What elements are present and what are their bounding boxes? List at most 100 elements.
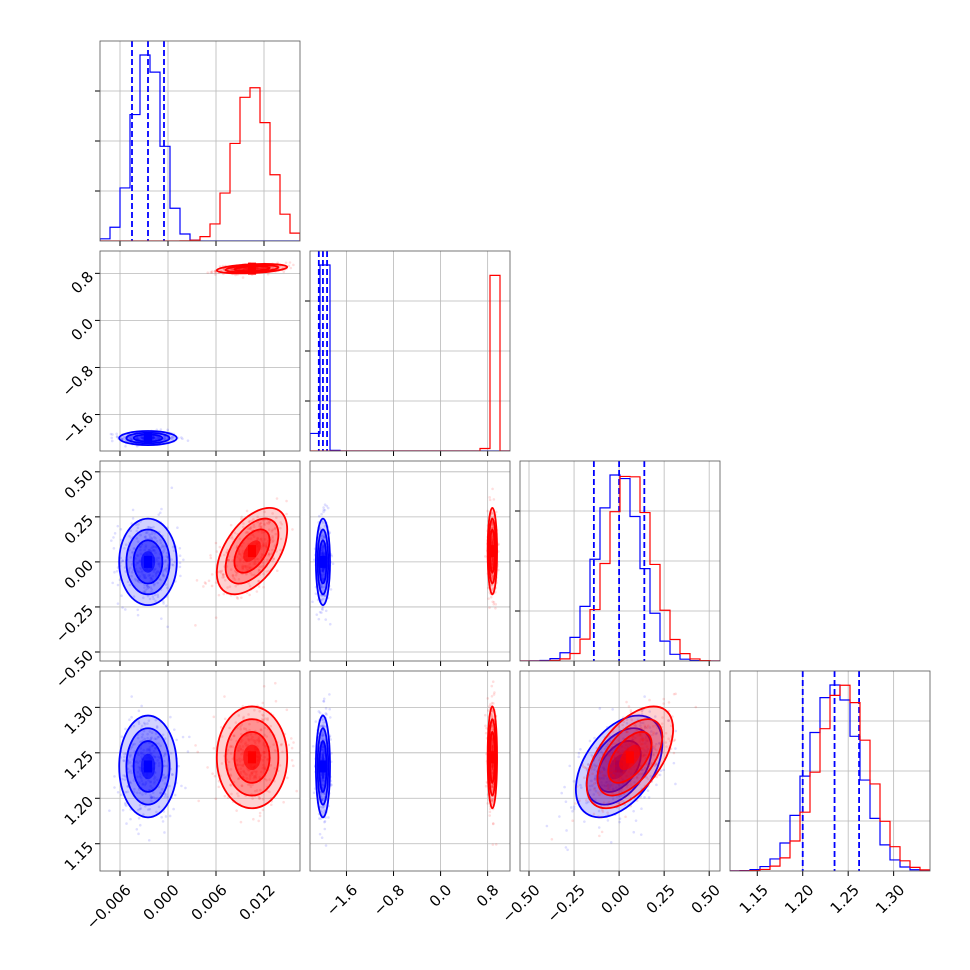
sample-point	[254, 776, 258, 780]
sample-point	[646, 777, 650, 781]
sample-point	[171, 545, 175, 549]
gridlines	[310, 671, 510, 871]
sample-point	[629, 783, 633, 786]
sample-point	[265, 545, 268, 549]
sample-point	[153, 582, 156, 586]
sample-point	[138, 767, 142, 770]
sample-point	[258, 814, 262, 818]
sample-point	[317, 617, 321, 621]
sample-point	[646, 763, 650, 767]
sample-point	[259, 525, 263, 529]
sample-point	[203, 581, 207, 584]
sample-point	[163, 782, 167, 785]
sample-point	[108, 809, 111, 812]
sample-point	[144, 782, 148, 786]
sample-point	[207, 579, 211, 583]
sample-point	[263, 777, 267, 781]
sample-point	[625, 774, 629, 777]
sample-point	[272, 557, 275, 561]
sample-point	[231, 573, 235, 577]
sample-point	[608, 788, 612, 792]
sample-point	[129, 436, 132, 439]
sample-point	[151, 545, 155, 548]
sample-point	[490, 512, 494, 515]
sample-point	[246, 565, 250, 568]
sample-point	[613, 778, 616, 781]
sample-point	[242, 525, 245, 529]
sample-point	[156, 562, 160, 565]
sample-point	[237, 749, 241, 753]
sample-point	[490, 800, 494, 803]
sample-point	[151, 548, 155, 552]
sample-point	[632, 809, 635, 813]
sample-point	[630, 741, 633, 744]
sample-point	[138, 559, 142, 562]
density-peak-blue	[144, 432, 152, 445]
sample-point	[113, 775, 116, 778]
sample-point	[263, 767, 267, 770]
sample-point	[612, 775, 616, 779]
sample-point	[323, 820, 327, 823]
sample-point	[148, 597, 152, 601]
sample-point	[153, 549, 156, 552]
sample-point	[261, 808, 265, 812]
sample-point	[150, 578, 153, 582]
sample-point	[610, 771, 614, 775]
sample-point	[646, 789, 650, 792]
sample-point	[321, 577, 325, 581]
sample-point	[603, 768, 606, 771]
sample-point	[261, 759, 265, 762]
sample-point	[320, 718, 324, 722]
sample-point	[600, 808, 604, 812]
sample-point	[640, 710, 644, 713]
sample-point	[647, 764, 651, 767]
sample-point	[322, 792, 326, 795]
sample-point	[251, 797, 254, 800]
sample-point	[158, 511, 162, 515]
sample-point	[600, 770, 604, 774]
sample-point	[263, 510, 266, 514]
sample-point	[641, 739, 645, 742]
sample-point	[288, 261, 292, 264]
sample-point	[250, 771, 253, 774]
sample-point	[241, 556, 244, 560]
sample-point	[632, 740, 636, 744]
sample-point	[484, 724, 487, 728]
sample-point	[263, 767, 267, 771]
sample-point	[262, 751, 266, 755]
sample-point	[247, 566, 251, 570]
sample-point	[251, 533, 255, 536]
sample-point	[112, 536, 115, 539]
sample-point	[631, 735, 634, 739]
sample-point	[659, 769, 663, 773]
sample-point	[129, 438, 133, 441]
sample-point	[143, 574, 147, 577]
sample-point	[151, 574, 155, 578]
sample-point	[491, 523, 494, 526]
sample-point	[147, 585, 151, 589]
sample-point	[494, 510, 498, 514]
sample-point	[136, 526, 140, 530]
sample-point	[651, 733, 655, 736]
sample-point	[247, 768, 250, 772]
sample-point	[624, 740, 628, 744]
sample-point	[157, 761, 161, 765]
sample-point	[124, 543, 128, 547]
sample-point	[322, 508, 326, 512]
sample-point	[247, 737, 250, 741]
sample-point	[610, 746, 614, 749]
sample-point	[153, 771, 157, 774]
sample-point	[153, 531, 156, 535]
sample-point	[491, 728, 495, 732]
sample-point	[672, 692, 676, 696]
sample-point	[320, 536, 324, 540]
sample-point	[320, 534, 324, 538]
sample-point	[631, 738, 635, 742]
sample-point	[231, 267, 234, 271]
sample-point	[137, 753, 141, 756]
sample-point	[621, 777, 624, 781]
sample-point	[111, 581, 114, 585]
sample-point	[204, 582, 208, 585]
sample-point	[156, 595, 160, 599]
sample-point	[147, 748, 151, 751]
